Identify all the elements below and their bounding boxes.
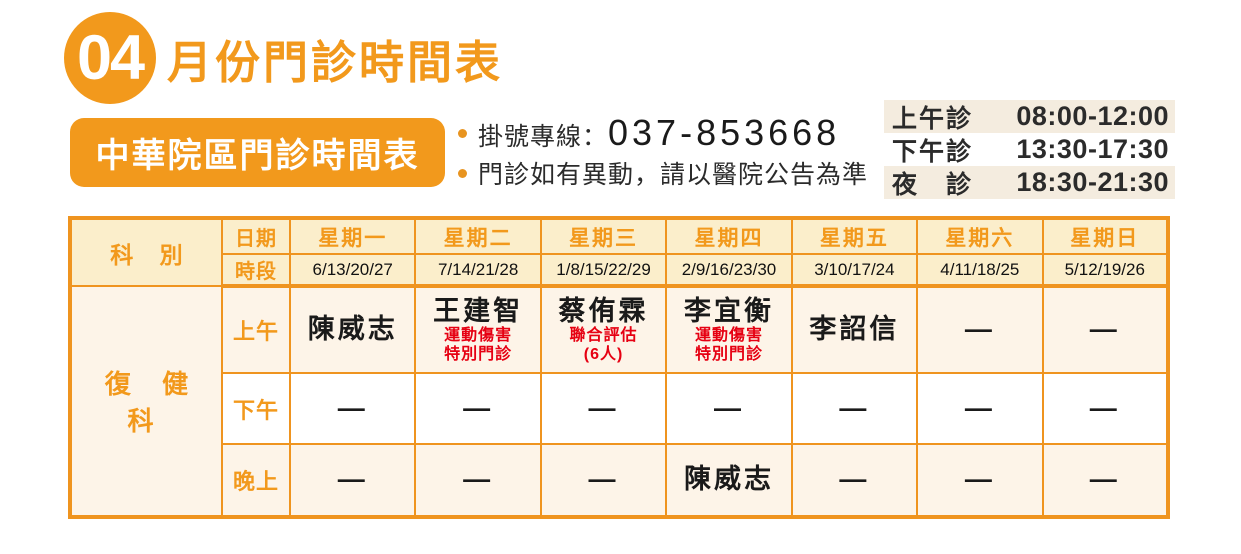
schedule-cell: — — [790, 372, 919, 445]
dates-header: 4/11/18/25 — [916, 253, 1044, 288]
session-label: 下午診 — [892, 137, 974, 166]
weekday-header: 星期二 — [414, 217, 542, 255]
notes-list: 掛號專線： 037-853668 門診如有異動，請以醫院公告為準 — [458, 113, 868, 191]
dates-header: 7/14/21/28 — [414, 253, 542, 288]
schedule-cell: — — [1041, 372, 1170, 445]
schedule-cell: — — [288, 372, 417, 445]
weekday-header: 星期五 — [790, 217, 919, 255]
empty-slot-dash: — — [839, 392, 870, 423]
schedule-cell: 王建智 運動傷害 特別門診 — [414, 285, 542, 374]
header-row-dates: 時段 6/13/20/27 7/14/21/28 1/8/15/22/29 2/… — [70, 253, 1170, 288]
session-time: 08:00-12:00 — [1016, 101, 1169, 131]
schedule-cell: — — [916, 372, 1044, 445]
doctor-name: 李宜衡 — [683, 296, 774, 327]
doctor-name: 王建智 — [433, 296, 524, 327]
empty-slot-dash: — — [463, 392, 494, 423]
schedule-row-afternoon: 下午 — — — — — — — — [70, 372, 1170, 445]
empty-slot-dash: — — [964, 314, 995, 345]
empty-slot-dash: — — [337, 392, 368, 423]
bullet-icon — [458, 128, 467, 138]
department-cell: 復 健 科 — [69, 285, 223, 518]
session-row-morning: 上午診 08:00-12:00 — [884, 100, 1175, 133]
dates-header: 2/9/16/23/30 — [665, 253, 793, 288]
header-row-weekdays: 科 別 日期 星期一 星期二 星期三 星期四 星期五 星期六 星期日 — [69, 217, 1170, 287]
session-time: 13:30-17:30 — [1016, 134, 1169, 164]
schedule-cell: — — [539, 372, 668, 445]
special-note: 運動傷害 — [444, 327, 513, 345]
period-cell: 上午 — [221, 285, 291, 374]
schedule-cell: — — [1041, 443, 1170, 518]
session-times-box: 上午診 08:00-12:00 下午診 13:30-17:30 夜 診 18:3… — [884, 100, 1175, 199]
session-label: 夜 診 — [892, 170, 974, 199]
month-number: 04 — [76, 22, 145, 93]
dates-header: 6/13/20/27 — [288, 253, 417, 288]
empty-slot-dash: — — [588, 392, 619, 423]
disclaimer-note: 門診如有異動，請以醫院公告為準 — [458, 155, 868, 191]
schedule-cell: — — [665, 372, 793, 445]
schedule-cell: — — [414, 372, 542, 445]
dates-header: 1/8/15/22/29 — [539, 253, 668, 288]
empty-slot-dash: — — [463, 464, 494, 495]
doctor-name: 蔡侑霖 — [558, 296, 649, 327]
schedule-row-morning: 復 健 科 上午 陳威志 王建智 運動傷害 特別門診 蔡侑霖 聯合評估 (6人)… — [69, 285, 1170, 518]
weekday-header: 星期三 — [539, 217, 668, 255]
disclaimer-text: 門診如有異動，請以醫院公告為準 — [478, 161, 869, 189]
campus-title-box: 中華院區門診時間表 — [70, 118, 445, 187]
empty-slot-dash: — — [964, 464, 995, 495]
hotline-note: 掛號專線： 037-853668 — [458, 113, 868, 153]
empty-slot-dash: — — [337, 464, 368, 495]
empty-slot-dash: — — [964, 392, 995, 423]
schedule-cell: 蔡侑霖 聯合評估 (6人) — [539, 285, 668, 374]
doctor-name: 李詔信 — [809, 314, 900, 345]
page-title: 月份門診時間表 — [167, 37, 504, 88]
bullet-icon — [458, 168, 467, 178]
empty-slot-dash: — — [588, 464, 619, 495]
session-row-evening: 夜 診 18:30-21:30 — [884, 166, 1175, 199]
period-label-cell: 時段 — [221, 253, 291, 288]
schedule-cell: — — [916, 285, 1044, 374]
schedule-cell: — — [916, 443, 1044, 518]
hotline-label: 掛號專線： — [478, 123, 609, 151]
hotline-number: 037-853668 — [608, 112, 841, 153]
session-time: 18:30-21:30 — [1016, 167, 1169, 197]
empty-slot-dash: — — [1089, 392, 1120, 423]
doctor-name: 陳威志 — [683, 464, 774, 495]
schedule-cell: 李宜衡 運動傷害 特別門診 — [665, 285, 793, 374]
special-note: 聯合評估 — [569, 327, 638, 345]
schedule-cell: — — [790, 443, 919, 518]
schedule-cell: 陳威志 — [288, 285, 417, 374]
schedule-cell: — — [288, 443, 417, 518]
special-note: (6人) — [583, 345, 624, 363]
empty-slot-dash: — — [1089, 314, 1120, 345]
doctor-name: 陳威志 — [307, 314, 398, 345]
schedule-cell: — — [1041, 285, 1170, 374]
empty-slot-dash: — — [1089, 464, 1120, 495]
empty-slot-dash: — — [839, 464, 870, 495]
period-cell: 晚上 — [221, 443, 291, 518]
dates-header: 5/12/19/26 — [1041, 253, 1170, 288]
campus-title: 中華院區門診時間表 — [95, 137, 420, 175]
session-row-afternoon: 下午診 13:30-17:30 — [884, 133, 1175, 166]
weekday-header: 星期四 — [665, 217, 793, 255]
month-badge: 04 — [64, 12, 156, 104]
empty-slot-dash: — — [713, 392, 744, 423]
schedule-cell: 李詔信 — [790, 285, 919, 374]
special-note: 運動傷害 — [694, 327, 763, 345]
date-label-cell: 日期 — [221, 217, 291, 255]
special-note: 特別門診 — [694, 345, 763, 363]
schedule-cell: — — [539, 443, 668, 518]
schedule-cell: 陳威志 — [665, 443, 793, 518]
dept-header-cell: 科 別 — [69, 217, 223, 287]
schedule-table: 科 別 日期 星期一 星期二 星期三 星期四 星期五 星期六 星期日 時段 6/… — [68, 216, 1170, 519]
session-label: 上午診 — [892, 104, 974, 133]
schedule-row-evening: 晚上 — — — 陳威志 — — — — [70, 443, 1170, 518]
schedule-cell: — — [414, 443, 542, 518]
period-cell: 下午 — [221, 372, 291, 445]
dates-header: 3/10/17/24 — [790, 253, 919, 288]
weekday-header: 星期一 — [288, 217, 417, 255]
special-note: 特別門診 — [444, 345, 513, 363]
weekday-header: 星期六 — [916, 217, 1044, 255]
weekday-header: 星期日 — [1041, 217, 1170, 255]
